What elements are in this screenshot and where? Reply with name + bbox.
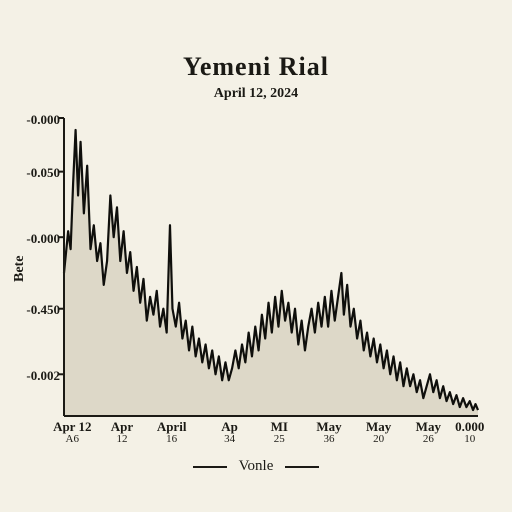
x-tick: Apr 12A6 (53, 420, 91, 445)
x-tick: 0.00010 (455, 420, 484, 445)
legend-label: Vonle (239, 458, 274, 475)
chart-svg (64, 118, 478, 416)
chart-subtitle: April 12, 2024 (0, 86, 512, 102)
legend-line-left (193, 466, 227, 468)
y-tick: -0.002 (16, 368, 60, 384)
y-tick: -0.050 (16, 165, 60, 181)
y-axis-label: Bete (12, 255, 28, 281)
x-tick: May20 (366, 420, 391, 445)
y-tick: -0.000 (16, 112, 60, 128)
chart-canvas: Yemeni Rial April 12, 2024 Bete Vonle -0… (0, 0, 512, 512)
chart-title: Yemeni Rial (0, 52, 512, 82)
x-tick: May36 (316, 420, 341, 445)
x-tick: Ap34 (221, 420, 238, 445)
legend-line-right (285, 466, 319, 468)
x-tick: May26 (416, 420, 441, 445)
x-tick: Apr12 (111, 420, 133, 445)
y-tick: -0.450 (16, 302, 60, 318)
x-tick: April16 (157, 420, 187, 445)
y-tick: -0.000 (16, 231, 60, 247)
x-tick: MI25 (271, 420, 288, 445)
plot-area (64, 118, 478, 416)
legend: Vonle (0, 458, 512, 475)
